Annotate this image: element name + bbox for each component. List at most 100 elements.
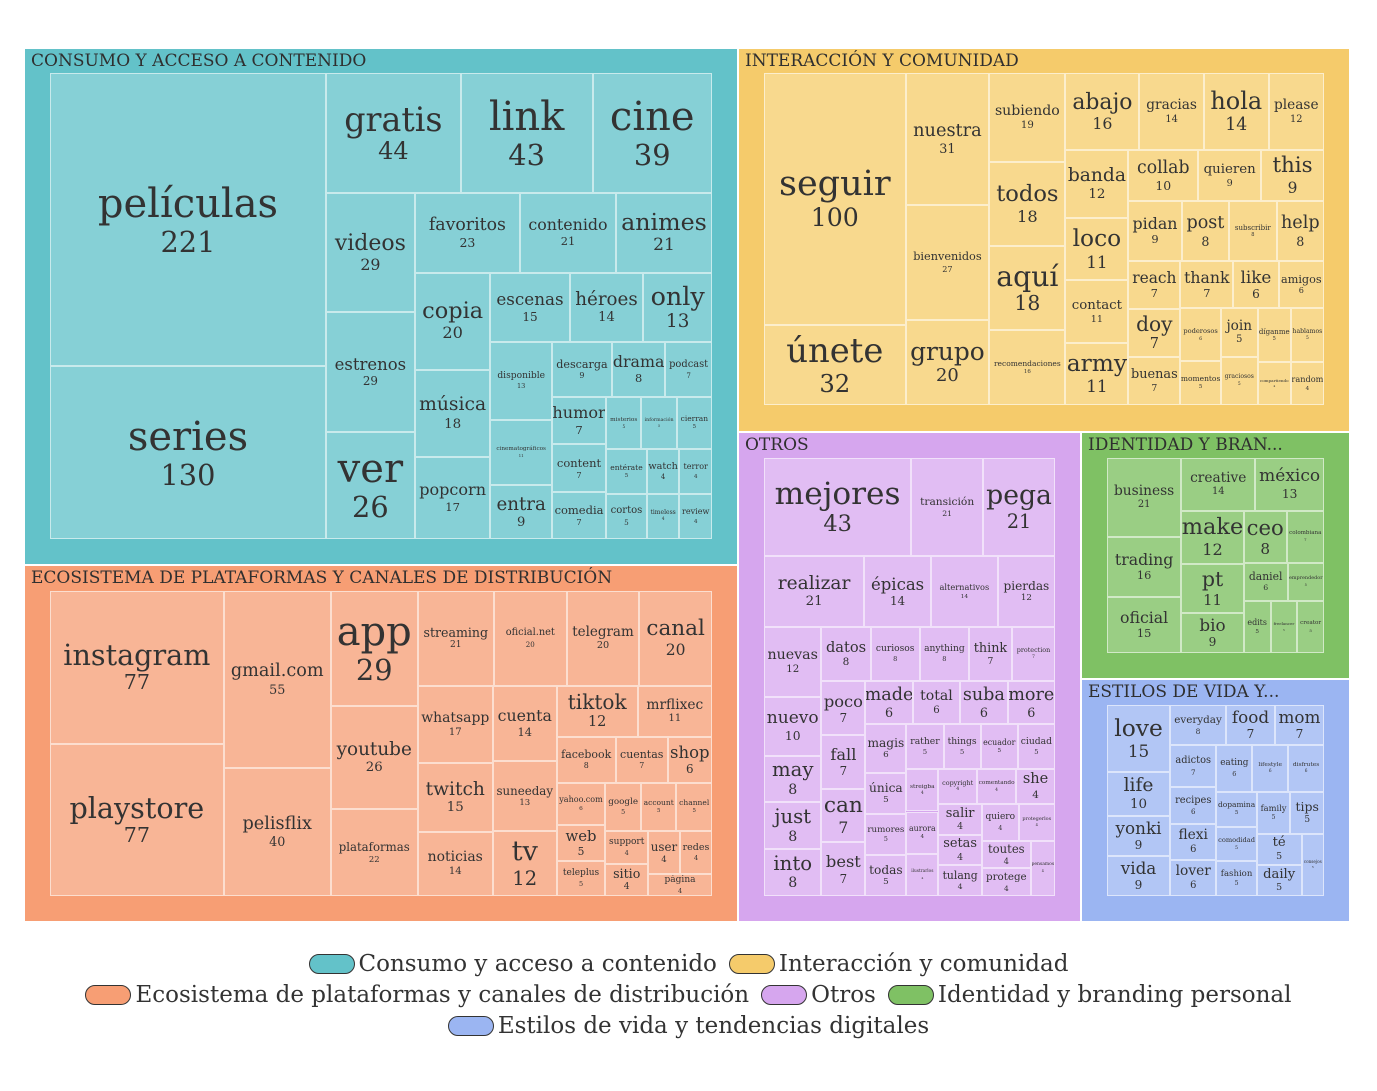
treemap-cell: make 12 <box>1181 510 1244 565</box>
treemap-cell: like 6 <box>1233 261 1279 309</box>
treemap-cell: army 11 <box>1065 342 1129 405</box>
treemap-cell: sitio 4 <box>605 863 649 896</box>
cell-label: into <box>773 851 813 875</box>
cell-label: made <box>865 684 913 705</box>
cell-value: 21 <box>653 235 675 256</box>
treemap-cell: todos 18 <box>989 161 1066 246</box>
cell-value: 14 <box>1211 486 1225 498</box>
treemap-cell: díganme 5 <box>1257 308 1291 363</box>
cell-value: 5 <box>1255 629 1259 636</box>
cell-label: copia <box>422 297 484 324</box>
treemap-cell: suneeday 13 <box>492 761 557 832</box>
cell-value: 4 <box>661 854 667 865</box>
treemap-cell: videos 29 <box>325 192 415 313</box>
treemap-cell: pt 11 <box>1181 564 1244 613</box>
treemap-cell: eating 6 <box>1216 745 1253 792</box>
cell-value: 9 <box>1287 178 1298 197</box>
treemap-cell: protection 7 <box>1011 626 1055 682</box>
cell-label: cortos <box>610 505 643 517</box>
cell-value: 6 <box>579 806 583 813</box>
treemap-cell: redes 4 <box>680 831 712 875</box>
cell-label: support <box>609 837 645 848</box>
cell-label: facebook <box>561 747 612 761</box>
treemap-cell: comentando 4 <box>977 769 1017 804</box>
legend-item-interaccion: Interacción y comunidad <box>728 951 1068 977</box>
treemap-cell: ilustrarlos 4 <box>906 853 939 896</box>
legend-label: Consumo y acceso a contenido <box>358 950 717 977</box>
cell-label: tulang <box>942 868 978 882</box>
treemap-cell: recipes 6 <box>1170 787 1217 824</box>
cell-label: timeless <box>650 509 676 517</box>
cell-label: contenido <box>528 215 608 235</box>
cell-label: gratis <box>344 99 443 139</box>
cell-label: emprendedor <box>1288 575 1323 582</box>
treemap-cell: may 8 <box>764 755 822 803</box>
cell-label: freelancer <box>1273 621 1295 627</box>
cell-value: 8 <box>1195 726 1201 736</box>
cell-label: poderosos <box>1183 326 1218 335</box>
treemap-cell: gmail.com 55 <box>223 591 331 768</box>
treemap-cell: amigos 6 <box>1278 261 1324 309</box>
treemap-cell: only 13 <box>643 272 712 343</box>
legend-swatch <box>887 984 934 1005</box>
legend-item-consumo: Consumo y acceso a contenido <box>308 950 717 977</box>
cell-label: mom <box>1278 706 1321 727</box>
treemap-cell: nuestra 31 <box>905 73 990 205</box>
treemap-cell: toutes 4 <box>982 840 1031 869</box>
treemap-cell: méxico 13 <box>1255 458 1324 511</box>
cell-value: 4 <box>677 886 683 895</box>
cell-value: 5 <box>1282 627 1285 632</box>
treemap-cell: more 6 <box>1007 681 1055 724</box>
legend-item-ecosistema: Ecosistema de plataformas y canales de d… <box>85 982 749 1008</box>
cell-value: 77 <box>123 822 150 847</box>
treemap-cell: life 10 <box>1107 771 1171 817</box>
treemap-cell: ver 26 <box>325 431 415 539</box>
cell-value: 15 <box>522 309 538 324</box>
treemap-cell: anything 8 <box>919 626 969 682</box>
cell-value: 14 <box>517 724 532 739</box>
treemap-cell: aurora 4 <box>906 811 939 854</box>
cell-value: 8 <box>788 828 798 845</box>
treemap-cell: bio 9 <box>1181 612 1244 653</box>
treemap-cell: consejos 5 <box>1301 833 1324 896</box>
treemap-cell: fall 7 <box>821 735 866 789</box>
cell-value: 11 <box>1203 591 1222 609</box>
cell-value: 11 <box>668 713 682 725</box>
treemap-cell: contact 11 <box>1065 280 1129 343</box>
cell-label: salir <box>945 805 975 821</box>
cell-label: misterios <box>610 416 638 423</box>
cell-label: fashion <box>1220 868 1253 879</box>
treemap-cell: pega 21 <box>983 458 1055 557</box>
treemap-cell: nuevas 12 <box>764 626 822 697</box>
cell-label: abajo <box>1072 89 1133 115</box>
cell-value: 8 <box>842 656 850 669</box>
cell-label: nuevas <box>767 647 818 664</box>
treemap-cell: comedia 7 <box>551 491 607 539</box>
cell-value: 26 <box>352 490 389 525</box>
cell-label: favoritos <box>428 214 506 235</box>
legend-item-identidad: Identidad y branding personal <box>887 982 1292 1008</box>
cell-label: información <box>644 417 674 423</box>
treemap-cell: think 7 <box>968 626 1012 682</box>
cell-value: 18 <box>1017 207 1038 227</box>
cell-label: subiendo <box>994 102 1060 119</box>
cell-label: noticias <box>427 849 483 866</box>
cell-label: comentando <box>978 780 1015 787</box>
cell-value: 5 <box>1309 627 1312 633</box>
cell-value: 7 <box>575 423 583 438</box>
group-title: ESTILOS DE VIDA Y... <box>1088 682 1280 702</box>
cell-label: creative <box>1190 469 1247 486</box>
cell-value: 4 <box>660 472 666 481</box>
cell-label: canal <box>646 615 705 641</box>
cell-value: 4 <box>693 518 698 525</box>
treemap-cell: food 7 <box>1226 705 1275 746</box>
cell-label: streigba <box>909 784 935 791</box>
cell-label: everyday <box>1174 713 1222 726</box>
treemap-cell: business 21 <box>1107 458 1182 537</box>
cell-value: 11 <box>1086 251 1108 272</box>
cell-value: 43 <box>508 137 545 172</box>
cell-value: 10 <box>784 728 801 743</box>
cell-value: 12 <box>1020 593 1032 604</box>
treemap-cell: mom 7 <box>1275 705 1324 746</box>
cell-value: 13 <box>1281 486 1298 501</box>
